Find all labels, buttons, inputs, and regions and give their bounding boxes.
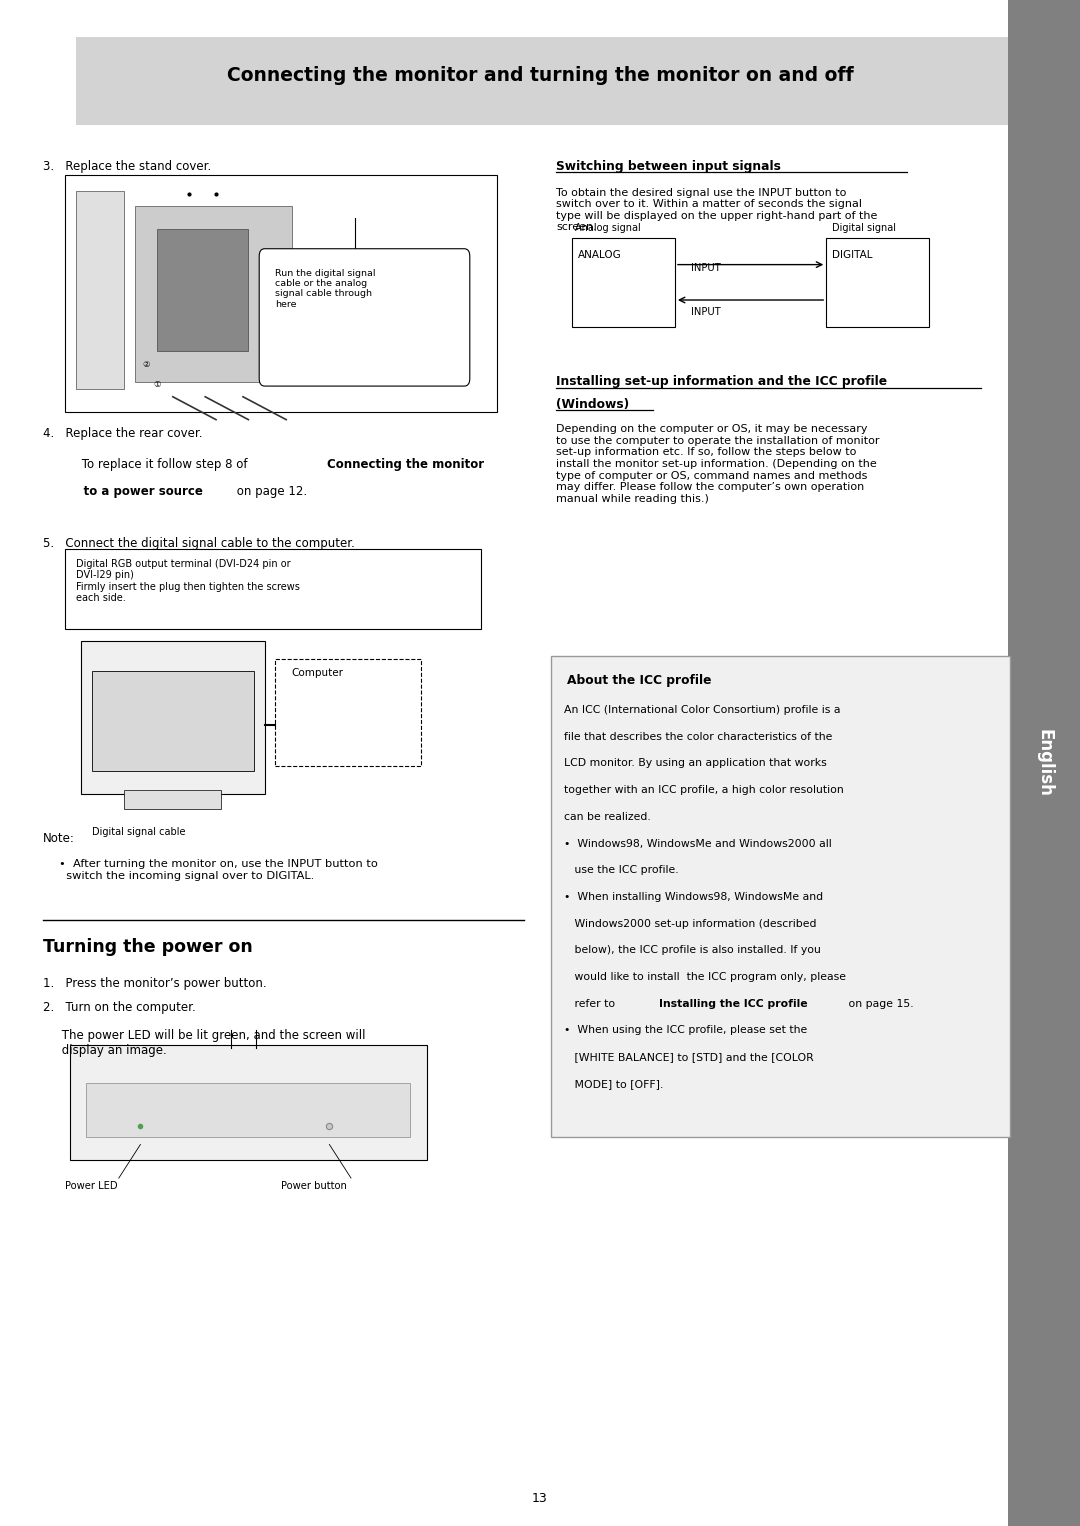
Text: Run the digital signal
cable or the analog
signal cable through
here: Run the digital signal cable or the anal… (275, 269, 376, 308)
Bar (76, 191, 124, 389)
Text: Switching between input signals: Switching between input signals (556, 160, 781, 174)
Bar (81, 641, 265, 794)
Bar (92, 671, 254, 771)
Text: Depending on the computer or OS, it may be necessary
to use the computer to oper: Depending on the computer or OS, it may … (556, 424, 880, 504)
Text: The power LED will be lit green, and the screen will
     display an image.: The power LED will be lit green, and the… (43, 1029, 366, 1056)
Bar (70, 1045, 427, 1160)
Text: An ICC (International Color Consortium) profile is a: An ICC (International Color Consortium) … (564, 705, 840, 716)
Text: Analog signal: Analog signal (575, 223, 640, 233)
Bar (86, 1083, 410, 1137)
Text: to a power source: to a power source (63, 485, 203, 499)
Text: English: English (1036, 729, 1053, 797)
Bar (124, 790, 221, 809)
Text: Computer: Computer (292, 668, 343, 679)
Text: Digital signal cable: Digital signal cable (92, 827, 186, 838)
Text: •  Windows98, WindowsMe and Windows2000 all: • Windows98, WindowsMe and Windows2000 a… (564, 839, 832, 848)
Text: Power LED: Power LED (65, 1181, 118, 1192)
Text: can be realized.: can be realized. (564, 812, 650, 823)
Bar (76, 37, 1010, 125)
Text: Turning the power on: Turning the power on (43, 938, 253, 957)
Text: •  When using the ICC profile, please set the: • When using the ICC profile, please set… (564, 1025, 807, 1036)
Text: 1.   Press the monitor’s power button.: 1. Press the monitor’s power button. (43, 977, 267, 990)
Text: Digital RGB output terminal (DVI-D24 pin or
DVI-I29 pin)
Firmly insert the plug : Digital RGB output terminal (DVI-D24 pin… (76, 559, 299, 603)
Text: 4.   Replace the rear cover.: 4. Replace the rear cover. (43, 427, 203, 441)
Text: To replace it follow step 8 of: To replace it follow step 8 of (63, 458, 251, 472)
Bar (572, 238, 675, 327)
Bar (135, 206, 292, 382)
Text: DIGITAL: DIGITAL (832, 250, 873, 261)
Text: refer to: refer to (564, 1000, 619, 1009)
Text: would like to install  the ICC program only, please: would like to install the ICC program on… (564, 972, 846, 983)
Text: Note:: Note: (43, 832, 76, 845)
Bar (826, 238, 929, 327)
Text: ②: ② (143, 360, 150, 369)
Text: Connecting the monitor: Connecting the monitor (327, 458, 484, 472)
Text: ①: ① (153, 380, 161, 389)
Text: 2.   Turn on the computer.: 2. Turn on the computer. (43, 1001, 195, 1015)
Text: 13: 13 (532, 1492, 548, 1506)
Text: file that describes the color characteristics of the: file that describes the color characteri… (564, 732, 832, 742)
Text: (Windows): (Windows) (556, 398, 630, 412)
Bar (1008, 0, 1080, 1526)
Text: About the ICC profile: About the ICC profile (567, 674, 712, 688)
Bar (275, 659, 421, 766)
Text: Windows2000 set-up information (described: Windows2000 set-up information (describe… (564, 919, 816, 929)
Text: Installing set-up information and the ICC profile: Installing set-up information and the IC… (556, 375, 888, 389)
Bar (65, 549, 481, 629)
Text: INPUT: INPUT (691, 262, 721, 273)
Text: LCD monitor. By using an application that works: LCD monitor. By using an application tha… (564, 758, 826, 769)
Text: Power button: Power button (281, 1181, 347, 1192)
Text: Digital signal: Digital signal (832, 223, 895, 233)
Text: •  When installing Windows98, WindowsMe and: • When installing Windows98, WindowsMe a… (564, 891, 823, 902)
FancyBboxPatch shape (259, 249, 470, 386)
Text: 3.   Replace the stand cover.: 3. Replace the stand cover. (43, 160, 212, 174)
Text: below), the ICC profile is also installed. If you: below), the ICC profile is also installe… (564, 946, 821, 955)
Bar (551, 656, 1010, 1137)
Text: INPUT: INPUT (691, 307, 721, 317)
Bar (157, 229, 248, 351)
Text: use the ICC profile.: use the ICC profile. (564, 865, 678, 876)
Text: together with an ICC profile, a high color resolution: together with an ICC profile, a high col… (564, 784, 843, 795)
Text: on page 12.: on page 12. (233, 485, 308, 499)
Text: Connecting the monitor and turning the monitor on and off: Connecting the monitor and turning the m… (227, 66, 853, 84)
Text: •  After turning the monitor on, use the INPUT button to
  switch the incoming s: • After turning the monitor on, use the … (59, 859, 378, 881)
Text: [WHITE BALANCE] to [STD] and the [COLOR: [WHITE BALANCE] to [STD] and the [COLOR (564, 1053, 813, 1062)
Text: Installing the ICC profile: Installing the ICC profile (659, 1000, 808, 1009)
Text: MODE] to [OFF].: MODE] to [OFF]. (564, 1079, 663, 1090)
Bar (65, 175, 497, 412)
Text: on page 15.: on page 15. (845, 1000, 914, 1009)
Text: 5.   Connect the digital signal cable to the computer.: 5. Connect the digital signal cable to t… (43, 537, 355, 551)
Text: ANALOG: ANALOG (578, 250, 622, 261)
Text: To obtain the desired signal use the INPUT button to
switch over to it. Within a: To obtain the desired signal use the INP… (556, 188, 878, 232)
